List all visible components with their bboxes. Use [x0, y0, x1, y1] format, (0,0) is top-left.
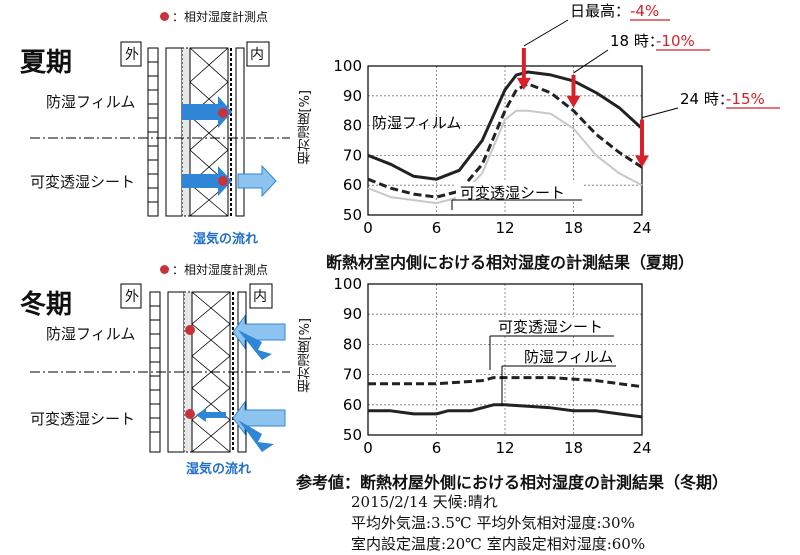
- annotation-label: 日最高：: [570, 2, 630, 20]
- winter-caption-prefix: 参考値：: [296, 473, 361, 492]
- measure-point-sheet: [218, 176, 228, 186]
- summer-wall-diagram: [30, 41, 290, 217]
- summer-flow-label: 湿気の流れ: [193, 232, 259, 247]
- winter-film-label: 防湿フィルム: [46, 325, 136, 343]
- measure-point-film: [185, 325, 195, 335]
- series-line-2: [367, 109, 643, 205]
- annotation-value: -15%: [726, 90, 765, 108]
- moisture-arrow-sheet: [196, 400, 286, 452]
- series-label-film: 防湿フィルム: [524, 348, 613, 366]
- annotation-arrow-head: [566, 95, 581, 108]
- series-label-sheet: 可変透湿シート: [498, 318, 603, 336]
- annotation-leader: [523, 19, 569, 47]
- x-tick-label: 0: [363, 439, 373, 457]
- annotation-label: 18 時：: [610, 32, 664, 50]
- summer-ylabel: 相対湿度[%]: [298, 90, 313, 165]
- annotation-label: 24 時：: [680, 90, 734, 108]
- x-tick-label: 24: [632, 439, 651, 457]
- y-tick-label: 50: [343, 206, 362, 224]
- summer-caption: 断熱材室内側における相対湿度の計測結果（夏期）: [326, 253, 695, 272]
- inside-box: [249, 283, 273, 309]
- moisture-arrow-film: [232, 314, 286, 360]
- summer-sheet-label: 可変透湿シート: [30, 173, 136, 191]
- annotation-arrow-head: [635, 155, 649, 168]
- y-tick-label: 70: [343, 366, 362, 384]
- winter-note-1: 2015/2/14 天候:晴れ: [351, 493, 498, 511]
- annotation-arrow-head: [516, 77, 531, 90]
- winter-note-2: 平均外気温:3.5℃ 平均外気相対湿度:30%: [351, 514, 635, 532]
- winter-note-3: 室内設定温度:20℃ 室内設定相対湿度:60%: [351, 535, 646, 553]
- inside-label: 内: [250, 47, 264, 63]
- winter-sheet-label: 可変透湿シート: [30, 410, 136, 428]
- inside-box: [246, 41, 270, 67]
- moisture-arrow-film: [182, 96, 232, 128]
- series-label-sheet: 可変透湿シート: [460, 184, 565, 202]
- winter-legend: ：相対湿度計測点: [160, 261, 268, 278]
- measure-point-icon: [160, 12, 169, 21]
- measure-point-film: [218, 108, 228, 118]
- summer-film-label: 防湿フィルム: [46, 93, 136, 111]
- y-tick-label: 90: [343, 305, 362, 323]
- y-tick-label: 90: [343, 87, 362, 105]
- winter-wall-diagram: [30, 283, 290, 453]
- winter-caption: 断熱材屋外側における相対湿度の計測結果（冬期）: [360, 473, 729, 492]
- y-tick-label: 80: [343, 117, 362, 135]
- outside-box: [120, 41, 142, 67]
- x-tick-label: 12: [495, 219, 514, 237]
- x-tick-label: 6: [432, 219, 442, 237]
- x-tick-label: 12: [495, 439, 514, 457]
- winter-caption-line: 参考値：断熱材屋外側における相対湿度の計測結果（冬期）: [296, 469, 728, 493]
- measure-point-icon: [160, 265, 169, 274]
- winter-flow-label: 湿気の流れ: [186, 462, 252, 477]
- winter-title: 冬期: [20, 290, 73, 320]
- y-tick-label: 100: [333, 57, 362, 75]
- outside-box: [120, 283, 142, 309]
- series-line-1: [368, 403, 643, 419]
- series-line-0: [368, 376, 643, 389]
- annotation-value: -4%: [630, 2, 659, 20]
- outside-label: 外: [125, 289, 139, 305]
- wall-layers: [147, 47, 245, 217]
- series-label-film: 防湿フィルム: [372, 114, 461, 132]
- y-tick-label: 100: [333, 275, 362, 293]
- plot-frame: [367, 283, 643, 436]
- annotation-leader: [573, 49, 609, 74]
- series-label-bg: [496, 317, 614, 336]
- measure-point-sheet: [185, 409, 195, 419]
- x-tick-label: 18: [564, 219, 583, 237]
- winter-legend-text: ：相対湿度計測点: [172, 263, 269, 277]
- series-line-0: [367, 70, 644, 181]
- y-tick-label: 80: [343, 335, 362, 353]
- y-tick-label: 50: [343, 426, 362, 444]
- x-tick-label: 6: [432, 439, 442, 457]
- x-tick-label: 0: [363, 219, 373, 237]
- outside-label: 外: [125, 47, 139, 63]
- series-label-bg: [456, 182, 582, 202]
- inside-label: 内: [253, 289, 267, 305]
- y-tick-label: 60: [343, 396, 362, 414]
- moisture-arrow-sheet: [182, 164, 277, 198]
- y-tick-label: 70: [343, 146, 362, 164]
- x-tick-label: 18: [564, 439, 583, 457]
- y-tick-label: 60: [343, 176, 362, 194]
- annotation-leader: [641, 107, 679, 119]
- series-label-bg: [516, 347, 614, 366]
- summer-legend-text: ：相対湿度計測点: [172, 10, 269, 24]
- annotation-value: -10%: [656, 32, 695, 50]
- summer-title: 夏期: [20, 48, 73, 78]
- series-line-1: [367, 82, 643, 199]
- summer-legend: ：相対湿度計測点: [160, 8, 268, 25]
- winter-ylabel: 相対湿度[%]: [298, 318, 313, 393]
- x-tick-label: 24: [632, 219, 651, 237]
